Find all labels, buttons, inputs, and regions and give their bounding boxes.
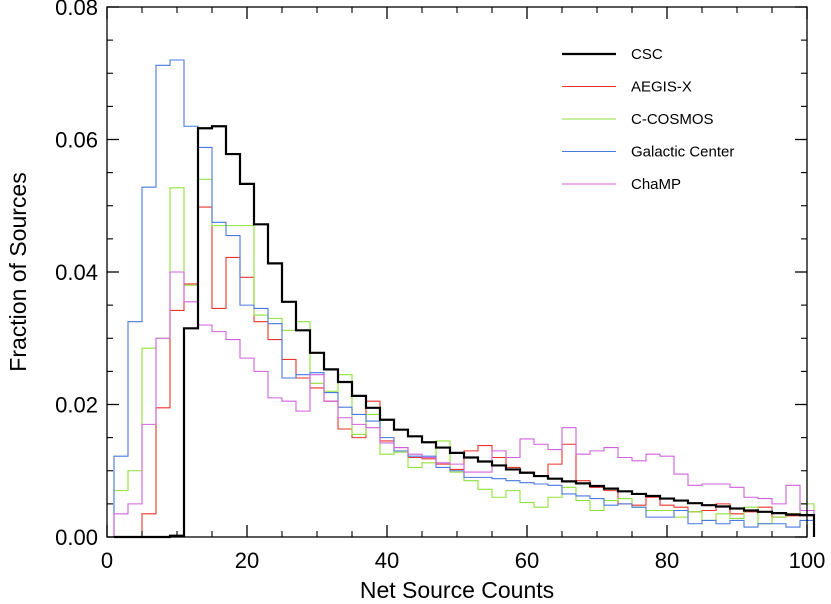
x-tick-label: 20 xyxy=(235,548,259,573)
y-tick-label: 0.06 xyxy=(55,128,98,153)
x-tick-label: 80 xyxy=(655,548,679,573)
y-axis-title: Fraction of Sources xyxy=(5,172,31,371)
legend-label: ChaMP xyxy=(631,176,681,193)
legend-label: Galactic Center xyxy=(631,144,734,161)
series-layer xyxy=(113,59,816,539)
x-tick-label: 60 xyxy=(515,548,539,573)
legend-label: CSC xyxy=(631,46,663,63)
legend-label: AEGIS-X xyxy=(631,79,692,96)
y-tick-label: 0.08 xyxy=(55,0,98,20)
legend-label: C-COSMOS xyxy=(631,111,714,128)
y-tick-label: 0.04 xyxy=(55,260,98,285)
ticks-layer: 0 20 40 60 80 100 0.00 0.02 0.04 0.06 0.08 xyxy=(55,0,825,573)
series-champ xyxy=(113,271,815,537)
y-tick-label: 0.00 xyxy=(55,525,98,550)
series-csc xyxy=(114,125,816,539)
x-tick-label: 40 xyxy=(375,548,399,573)
series-galactic-center xyxy=(113,59,815,537)
legend: CSC AEGIS-X C-COSMOS Galactic Center ChaMP xyxy=(562,46,734,193)
x-tick-label: 0 xyxy=(101,548,113,573)
x-tick-label: 100 xyxy=(789,548,826,573)
y-tick-label: 0.02 xyxy=(55,393,98,418)
x-axis-title: Net Source Counts xyxy=(360,577,554,603)
series-c-cosmos xyxy=(113,178,815,537)
series-aegis-x xyxy=(114,206,815,538)
